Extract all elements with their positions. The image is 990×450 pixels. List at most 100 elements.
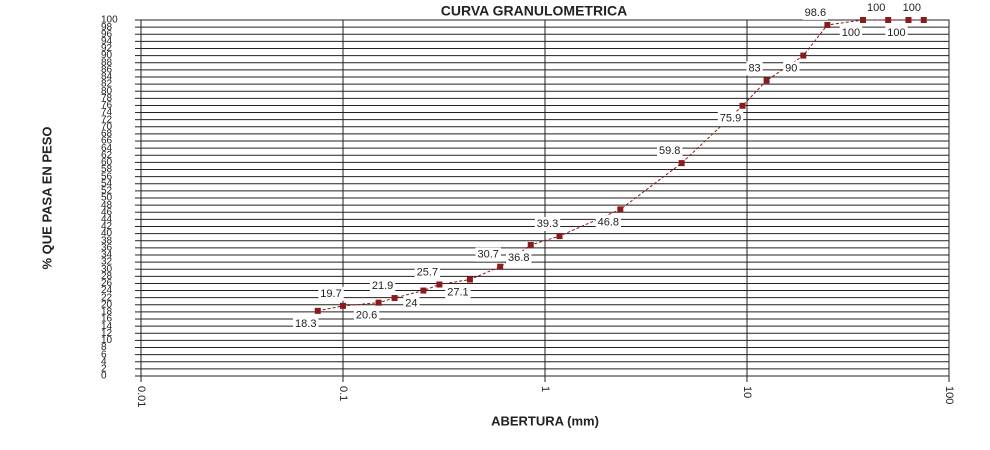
- y-tick-label: 34: [101, 250, 113, 261]
- y-tick-label: 62: [101, 150, 113, 161]
- y-tick-label: 4: [101, 356, 107, 367]
- data-label-bg: [717, 111, 744, 126]
- x-tick-label: 10: [741, 386, 753, 398]
- y-tick-label: 18: [101, 307, 113, 318]
- data-label-bg: [802, 5, 829, 20]
- data-label-bg: [656, 144, 683, 159]
- data-label: 75.9: [720, 113, 741, 125]
- y-tick-label: 84: [101, 72, 113, 83]
- data-label-bg: [445, 285, 471, 300]
- y-tick-label: 38: [101, 235, 113, 246]
- data-point: [678, 160, 685, 167]
- y-tick-label: 92: [101, 43, 113, 54]
- y-tick-label: 68: [101, 129, 113, 140]
- data-point: [824, 21, 831, 28]
- y-tick-label: 12: [101, 328, 113, 339]
- y-tick-label: 90: [101, 50, 113, 61]
- y-tick-label: 88: [101, 57, 113, 68]
- y-tick-label: 24: [101, 285, 113, 296]
- y-tick-label: 58: [101, 164, 113, 175]
- y-tick-label: 26: [101, 278, 113, 289]
- y-tick-label: 60: [101, 157, 113, 168]
- y-tick-label: 52: [101, 186, 113, 197]
- data-label: 46.8: [598, 216, 619, 228]
- data-point: [556, 233, 563, 240]
- data-label-bg: [318, 286, 344, 301]
- data-label-bg: [403, 296, 420, 311]
- data-label: 20.6: [356, 310, 377, 322]
- plot-border: [140, 19, 950, 377]
- y-tick-label: 98: [101, 22, 113, 33]
- y-tick-label: 100: [101, 15, 118, 26]
- data-point: [420, 287, 427, 294]
- chart-title: CURVA GRANULOMETRICA: [441, 3, 627, 19]
- data-point: [800, 52, 807, 59]
- data-point: [905, 17, 912, 23]
- data-label: 83: [748, 62, 760, 74]
- data-label: 25.7: [417, 266, 438, 278]
- data-point: [527, 241, 534, 248]
- data-label: 98.6: [805, 7, 826, 19]
- y-tick-label: 66: [101, 136, 113, 147]
- data-label-bg: [885, 25, 908, 40]
- data-label-bg: [414, 265, 441, 280]
- y-tick-label: 78: [101, 93, 113, 104]
- y-axis-label: % QUE PASA EN PESO: [39, 126, 54, 269]
- y-tick-label: 72: [101, 114, 113, 125]
- data-label: 24: [405, 297, 417, 309]
- data-point: [375, 299, 382, 306]
- data-point: [314, 307, 321, 314]
- y-tick-label: 64: [101, 143, 113, 154]
- data-point: [340, 302, 346, 309]
- data-point: [763, 77, 770, 84]
- y-tick-label: 70: [101, 121, 113, 132]
- data-label: 18.3: [295, 318, 316, 330]
- data-label: 90: [785, 63, 797, 75]
- y-tick-label: 14: [101, 321, 113, 332]
- data-label-bg: [783, 61, 800, 76]
- y-tick-label: 16: [101, 314, 113, 325]
- x-tick-label: 100: [943, 386, 955, 404]
- data-point: [920, 17, 927, 23]
- y-tick-label: 42: [101, 221, 113, 232]
- data-point: [391, 295, 398, 302]
- y-tick-label: 56: [101, 171, 113, 182]
- y-tick-label: 32: [101, 257, 113, 268]
- y-tick-label: 8: [101, 342, 107, 353]
- data-label: 36.8: [508, 252, 529, 264]
- x-tick-label: 0.1: [337, 386, 349, 401]
- data-label-bg: [534, 216, 561, 231]
- data-label-bg: [595, 215, 622, 230]
- y-tick-label: 94: [101, 36, 113, 47]
- data-point: [436, 281, 443, 288]
- y-tick-label: 96: [101, 29, 113, 40]
- data-point: [497, 263, 504, 270]
- data-label-bg: [900, 0, 923, 15]
- data-label-bg: [839, 25, 863, 40]
- data-label-bg: [506, 250, 532, 265]
- x-tick-label: 1: [539, 386, 551, 392]
- data-label: 19.7: [320, 288, 341, 300]
- y-tick-label: 82: [101, 79, 113, 90]
- data-label: 21.9: [372, 280, 393, 292]
- data-label-bg: [746, 61, 763, 76]
- data-point: [617, 206, 624, 213]
- y-tick-label: 54: [101, 178, 113, 189]
- data-label: 30.7: [477, 249, 498, 261]
- data-point: [739, 102, 746, 109]
- y-tick-label: 80: [101, 86, 113, 97]
- data-label: 27.1: [447, 286, 468, 298]
- y-tick-label: 10: [101, 335, 113, 346]
- data-label-bg: [369, 278, 396, 293]
- data-label: 39.3: [537, 218, 558, 230]
- data-label: 100: [903, 2, 921, 14]
- y-tick-label: 50: [101, 193, 113, 204]
- y-tick-label: 74: [101, 107, 113, 118]
- y-tick-label: 20: [101, 299, 113, 310]
- x-axis-label: ABERTURA (mm): [491, 413, 599, 428]
- y-tick-label: 76: [101, 100, 113, 111]
- data-point: [885, 17, 892, 23]
- y-tick-label: 0: [101, 371, 107, 382]
- data-line: [317, 19, 924, 312]
